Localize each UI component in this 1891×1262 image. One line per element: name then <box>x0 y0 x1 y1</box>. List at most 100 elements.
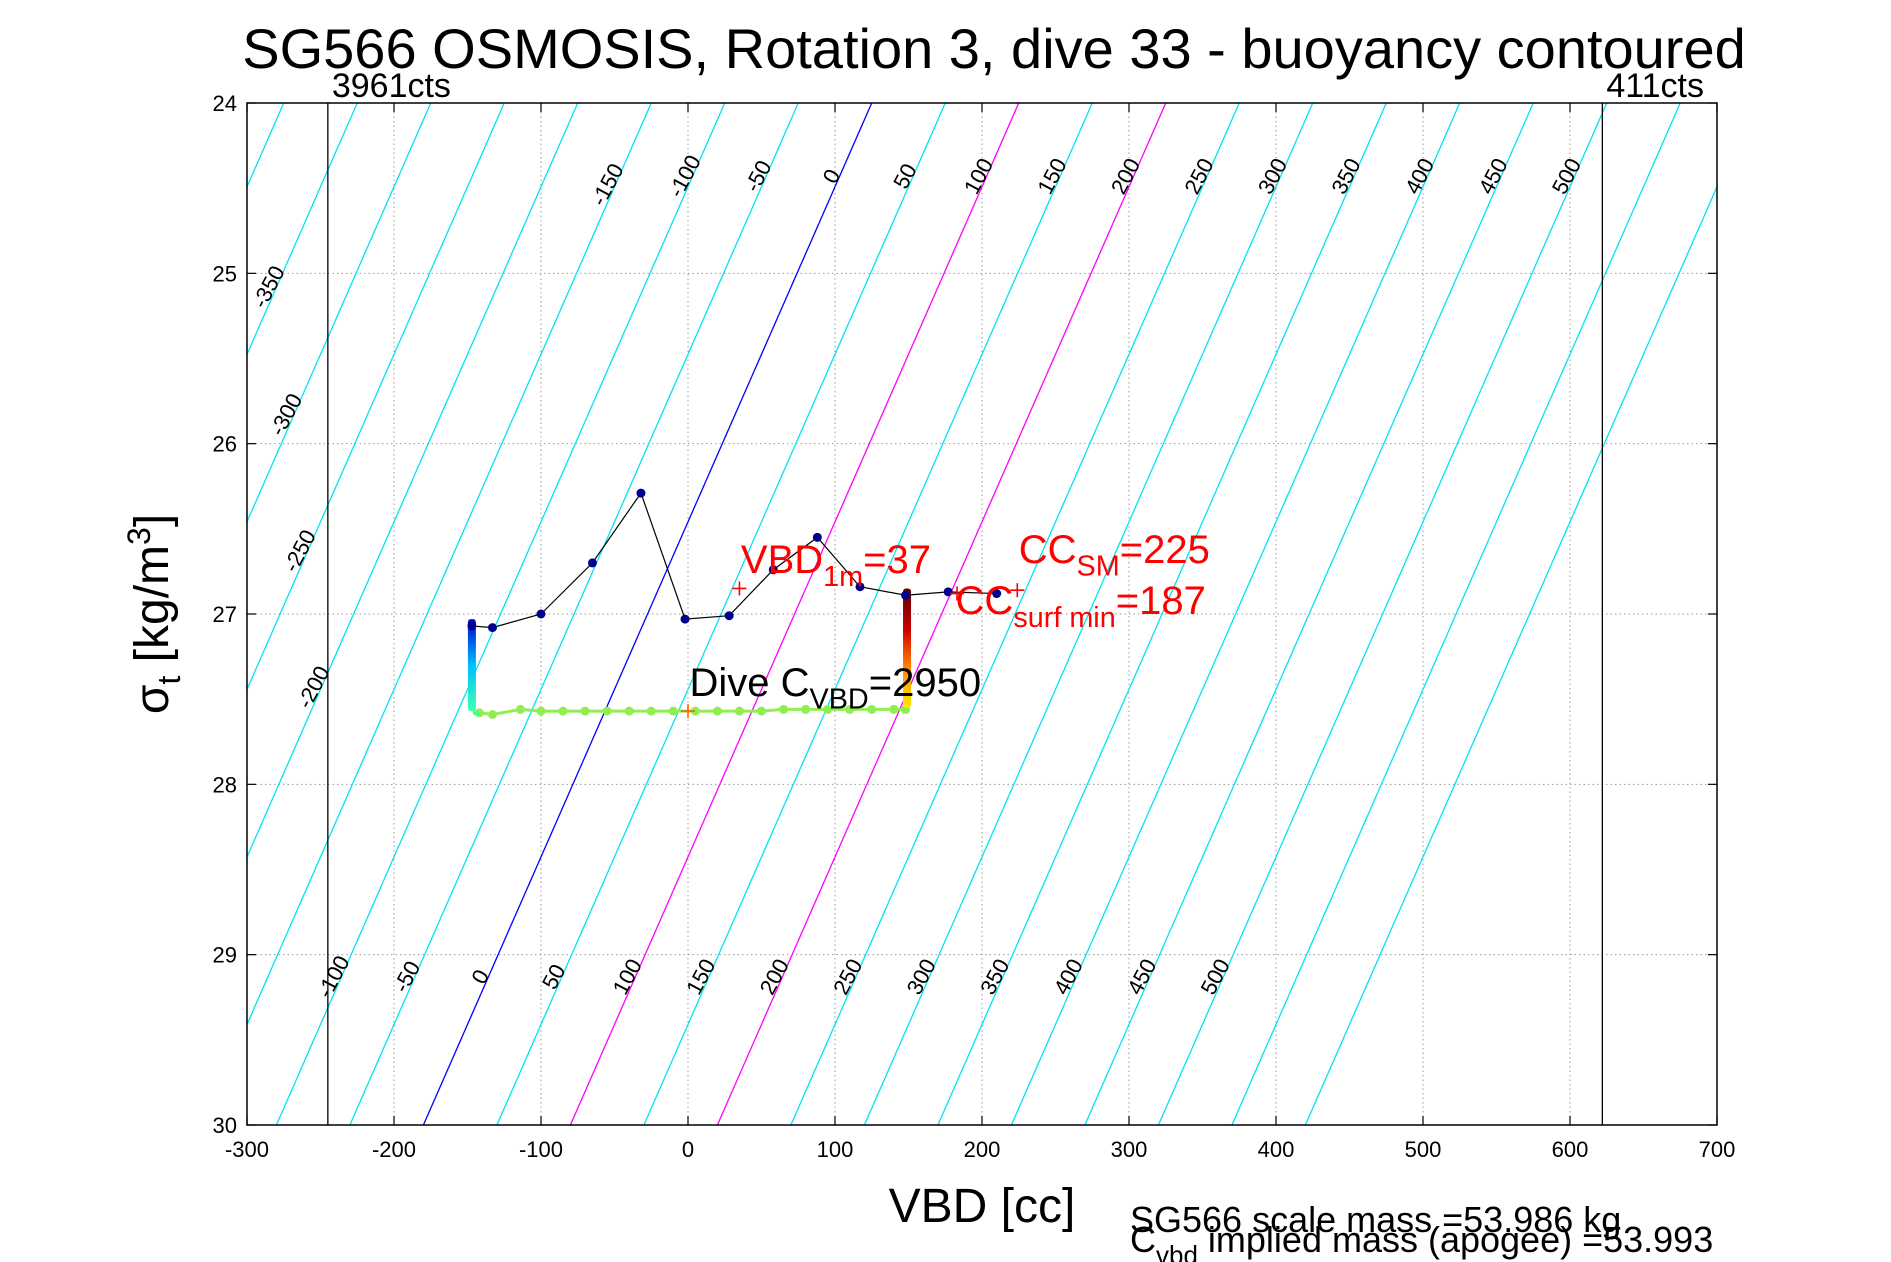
chart-title: SG566 OSMOSIS, Rotation 3, dive 33 - buo… <box>242 17 1746 80</box>
y-tick-label: 28 <box>213 772 237 797</box>
annotation-cc-sm-sub: SM <box>1077 551 1120 583</box>
contour-label-bottom: 350 <box>975 955 1014 999</box>
y-tick-label: 30 <box>213 1113 237 1138</box>
contour-line <box>275 103 726 1125</box>
y-axis-ticks: 24 25 26 27 28 29 30 <box>213 91 1717 1138</box>
vbd-limit-lines: 3961cts 411cts <box>327 67 1704 1125</box>
contour-line <box>247 103 579 859</box>
x-tick-label: 700 <box>1699 1137 1736 1162</box>
contour-label-top: 200 <box>1106 154 1145 198</box>
surface-point <box>602 706 612 716</box>
contour-label-top: 0 <box>818 165 846 188</box>
surface-point <box>712 706 722 716</box>
annotation-cc-surf-min-sub: surf min <box>1013 602 1115 634</box>
limit-contour-line <box>716 103 1167 1125</box>
grid-lines <box>247 103 1717 1125</box>
surface-point <box>646 706 656 716</box>
zero-contour-line <box>422 103 873 1125</box>
surface-point <box>515 704 525 714</box>
buoyancy-track-point <box>943 587 953 597</box>
surface-point <box>536 706 546 716</box>
annotation-vbd-1m-sub: 1m <box>823 561 863 593</box>
y-tick-label: 29 <box>213 943 237 968</box>
vbd-limit-label: 3961cts <box>332 67 451 105</box>
buoyancy-track-point <box>768 565 778 575</box>
annotation-cc-sm: CCSM=225 <box>1019 528 1210 583</box>
contour-line <box>1231 103 1681 1125</box>
contour-line <box>0 103 63 1125</box>
x-axis-label: VBD [cc] <box>889 1180 1076 1233</box>
contour-label-bottom: 200 <box>755 955 794 999</box>
x-tick-label: 400 <box>1258 1137 1295 1162</box>
x-tick-label: 600 <box>1552 1137 1589 1162</box>
contour-label-top: 350 <box>1326 154 1365 198</box>
buoyancy-track-point <box>636 488 646 498</box>
surface-point <box>845 704 855 714</box>
annotation-dive-c-vbd-base: Dive C <box>689 661 809 705</box>
contour-line <box>1304 185 1717 1125</box>
contour-label-bottom: 400 <box>1049 955 1088 999</box>
contour-label-top: 300 <box>1253 154 1292 198</box>
contour-label-top: -100 <box>663 151 706 202</box>
x-tick-label: -300 <box>225 1137 269 1162</box>
footer-implied-mass: Cvbd implied mass (apogee) =53.993 <box>1130 1219 1713 1262</box>
contour-line <box>496 103 946 1125</box>
footer-implied-sub: vbd <box>1156 1240 1198 1262</box>
contour-label-top: 100 <box>959 154 998 198</box>
y-axis-label: σt [kg/m3] <box>121 514 187 714</box>
surface-point <box>487 709 497 719</box>
contour-label-top: -50 <box>740 156 777 196</box>
contour-label-top: -150 <box>586 159 629 210</box>
y-tick-label: 24 <box>213 91 237 116</box>
contour-line <box>1084 103 1534 1125</box>
y-label-sub: t <box>151 676 187 685</box>
surface-point <box>668 706 678 716</box>
annotation-cc-sm-rest: =225 <box>1120 528 1210 572</box>
contour-label-bottom: -100 <box>312 951 355 1002</box>
limit-contour-line <box>569 103 1020 1125</box>
contour-line <box>247 103 358 356</box>
contour-label-top: -300 <box>265 389 308 440</box>
y-tick-label: 27 <box>213 602 237 627</box>
y-label-unit-post: ] <box>126 514 179 527</box>
annotation-cc-sm-base: CC <box>1019 528 1077 572</box>
annotation-dive-c-vbd: Dive CVBD=2950 <box>689 661 981 716</box>
x-tick-label: 500 <box>1405 1137 1442 1162</box>
contour-line <box>0 103 137 1125</box>
buoyancy-track-point <box>587 558 597 568</box>
annotation-cc-surf-min-rest: =187 <box>1116 579 1206 623</box>
contour-line <box>247 103 652 1027</box>
buoyancy-contours <box>0 103 1717 1125</box>
plus-marker <box>732 581 747 596</box>
x-tick-label: 100 <box>817 1137 854 1162</box>
buoyancy-track-point <box>855 582 865 592</box>
profile-to-surface-link <box>472 710 480 716</box>
surface-point <box>779 704 789 714</box>
y-label-unit-pre: [kg/m <box>126 545 179 676</box>
contour-label-bottom: 250 <box>828 955 867 999</box>
x-tick-label: -100 <box>519 1137 563 1162</box>
surface-point <box>580 706 590 716</box>
contour-label-bottom: 0 <box>466 965 494 988</box>
contour-line <box>937 103 1387 1125</box>
surface-point <box>823 704 833 714</box>
contour-label-top: -350 <box>247 262 290 313</box>
surface-point <box>757 706 766 716</box>
buoyancy-track-point <box>680 614 690 624</box>
surface-point <box>801 704 811 714</box>
x-tick-label: 200 <box>964 1137 1001 1162</box>
x-tick-label: 0 <box>682 1137 694 1162</box>
descent-profile-bar <box>467 619 476 712</box>
apogee-profile-bar <box>903 588 912 708</box>
contour-line <box>247 103 505 692</box>
contour-label-top: 150 <box>1032 154 1071 198</box>
y-tick-label: 25 <box>213 261 237 286</box>
y-label-sup: 3 <box>121 527 157 545</box>
buoyancy-track-point <box>992 589 1002 599</box>
contour-label-bottom: 150 <box>681 955 720 999</box>
vbd-limit-label: 411cts <box>1606 67 1704 105</box>
annotation-dive-c-vbd-rest: =2950 <box>869 661 981 705</box>
annotation-cc-surf-min-base: CC <box>956 579 1014 623</box>
contour-label-top: 400 <box>1400 154 1439 198</box>
